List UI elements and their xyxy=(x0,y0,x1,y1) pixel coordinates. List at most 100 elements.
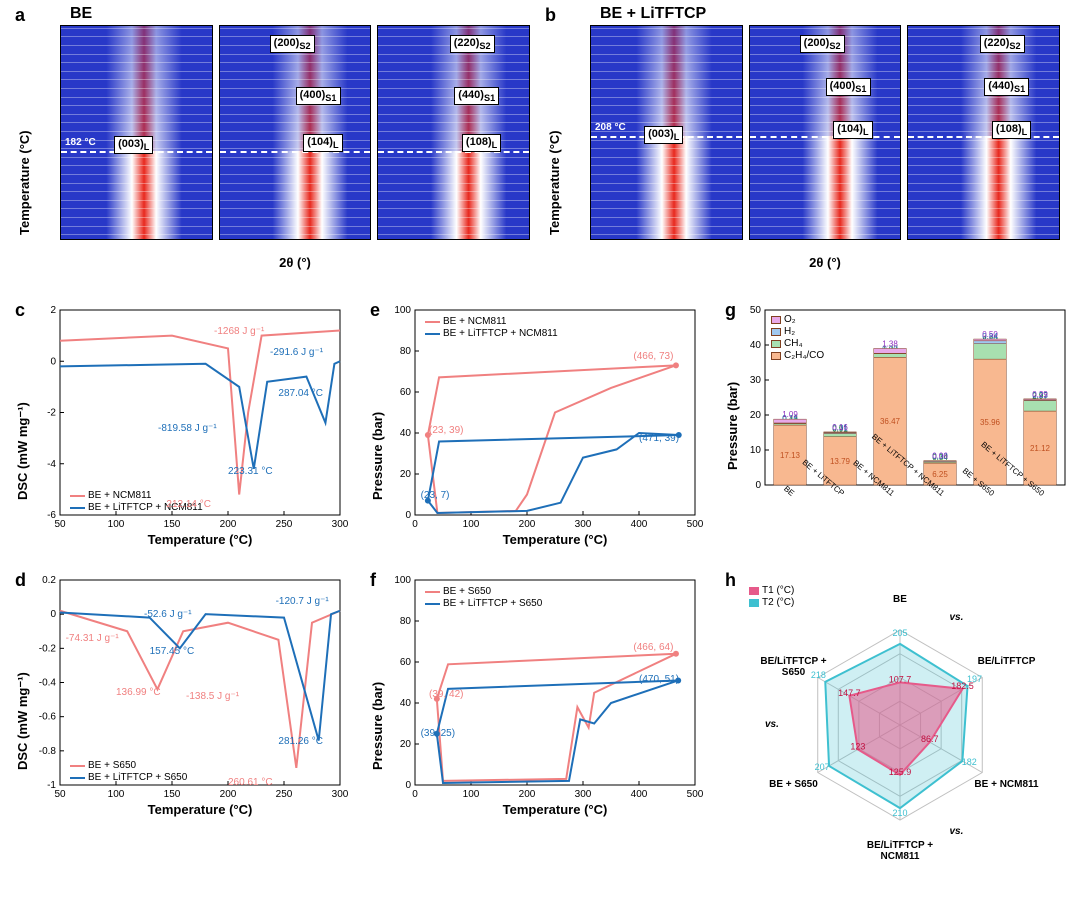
svg-text:40: 40 xyxy=(400,428,412,439)
transition-temp-label: 208 °C xyxy=(595,122,626,133)
panel-c: c 50100150200250300-6-4-202BE + NCM811BE… xyxy=(15,300,355,555)
panel-a-xtitle: 2θ (°) xyxy=(60,255,530,270)
peak-label: (400)S1 xyxy=(296,87,341,105)
svg-text:147.7: 147.7 xyxy=(838,688,861,698)
panel-a-label: a xyxy=(15,5,25,26)
legend: T1 (°C)T2 (°C) xyxy=(749,585,794,609)
svg-text:21.12: 21.12 xyxy=(1030,444,1051,453)
panel-c-ytitle: DSC (mW mg⁻¹) xyxy=(15,340,30,500)
svg-text:17.13: 17.13 xyxy=(780,451,801,460)
peak-label: (440)S1 xyxy=(984,78,1029,96)
svg-text:500: 500 xyxy=(687,519,704,530)
line-chart: 0100200300400500020406080100 xyxy=(415,310,695,515)
svg-text:-4: -4 xyxy=(47,459,56,470)
radar-axis-label: BE xyxy=(855,594,945,605)
svg-text:2: 2 xyxy=(50,305,56,316)
svg-text:150: 150 xyxy=(164,789,181,800)
panel-h: h 107.7182.586.7125.9123147.720519718221… xyxy=(725,570,1070,880)
svg-text:100: 100 xyxy=(394,305,411,316)
svg-text:0: 0 xyxy=(50,609,56,620)
svg-text:200: 200 xyxy=(220,789,237,800)
panel-d-ytitle: DSC (mW mg⁻¹) xyxy=(15,610,30,770)
svg-text:125.9: 125.9 xyxy=(889,767,912,777)
legend-label: BE + LiTFTCP + S650 xyxy=(88,772,187,783)
svg-text:50: 50 xyxy=(54,789,66,800)
panel-e-label: e xyxy=(370,300,380,321)
svg-text:0: 0 xyxy=(412,519,418,530)
panel-c-xtitle: Temperature (°C) xyxy=(60,532,340,547)
svg-text:250: 250 xyxy=(276,519,293,530)
panel-a: a BE Temperature (°C) (003)L1919.5205010… xyxy=(15,5,535,285)
chart-annotation: -1268 J g⁻¹ xyxy=(214,326,264,337)
transition-temp-label: 182 °C xyxy=(65,137,96,148)
panel-b: b BE + LiTFTCP Temperature (°C) (003)L19… xyxy=(545,5,1065,285)
svg-text:100: 100 xyxy=(463,519,480,530)
chart-annotation: -291.6 J g⁻¹ xyxy=(270,347,323,358)
svg-text:300: 300 xyxy=(332,789,349,800)
radar-vs-label: vs. xyxy=(950,826,964,837)
heatmap-subpanel: (200)S2(400)S1(104)L424446 xyxy=(219,25,372,240)
svg-text:210: 210 xyxy=(892,808,907,818)
svg-text:13.79: 13.79 xyxy=(830,457,851,466)
heatmap-subpanel: (200)S2(400)S1(104)L424446 xyxy=(749,25,902,240)
radar-axis-label: BE + S650 xyxy=(748,779,838,790)
chart-annotation: (23, 7) xyxy=(421,490,450,501)
chart-annotation: -52.6 J g⁻¹ xyxy=(144,609,192,620)
chart-annotation: 157.45 °C xyxy=(150,646,195,657)
svg-text:-1: -1 xyxy=(47,780,56,791)
panel-f: f 0100200300400500020406080100BE + S650B… xyxy=(370,570,710,825)
radar-vs-label: vs. xyxy=(765,719,779,730)
legend: BE + S650BE + LiTFTCP + S650 xyxy=(70,760,187,784)
panel-f-label: f xyxy=(370,570,376,591)
svg-text:20: 20 xyxy=(400,469,412,480)
svg-text:0: 0 xyxy=(405,510,411,521)
panel-h-label: h xyxy=(725,570,736,591)
chart-annotation: -819.58 J g⁻¹ xyxy=(158,423,217,434)
svg-text:60: 60 xyxy=(400,387,412,398)
legend-label: BE + NCM811 xyxy=(88,490,151,501)
panel-a-ytitle: Temperature (°C) xyxy=(17,55,32,235)
chart-annotation: (39, 25) xyxy=(421,728,455,739)
svg-text:86.7: 86.7 xyxy=(921,734,939,744)
bar-category: BE xyxy=(782,484,796,498)
legend-label: H₂ xyxy=(784,326,795,337)
panel-b-label: b xyxy=(545,5,556,26)
chart-annotation: (39, 42) xyxy=(429,689,463,700)
radar-axis-label: BE/LiTFTCP + S650 xyxy=(748,656,838,678)
peak-label: (440)S1 xyxy=(454,87,499,105)
peak-label: (108)L xyxy=(992,121,1031,139)
svg-text:6.25: 6.25 xyxy=(932,470,948,479)
svg-text:-2: -2 xyxy=(47,408,56,419)
svg-text:50: 50 xyxy=(750,305,762,316)
svg-text:60: 60 xyxy=(400,657,412,668)
panel-d-label: d xyxy=(15,570,26,591)
svg-text:200: 200 xyxy=(519,789,536,800)
chart-annotation: 136.99 °C xyxy=(116,687,161,698)
svg-text:0.50: 0.50 xyxy=(982,330,998,339)
svg-text:35.96: 35.96 xyxy=(980,418,1001,427)
peak-label: (104)L xyxy=(303,134,342,152)
svg-text:-0.8: -0.8 xyxy=(39,746,57,757)
legend-label: BE + LiTFTCP + S650 xyxy=(443,598,542,609)
svg-text:50: 50 xyxy=(54,519,66,530)
chart-annotation: (466, 73) xyxy=(633,351,673,362)
svg-text:207: 207 xyxy=(815,762,830,772)
svg-text:100: 100 xyxy=(108,789,125,800)
legend-label: BE + S650 xyxy=(443,586,491,597)
legend: O₂H₂CH₄C₂H₄/CO xyxy=(771,314,824,362)
panel-b-title: BE + LiTFTCP xyxy=(600,5,706,23)
peak-label: (400)S1 xyxy=(826,78,871,96)
svg-text:107.7: 107.7 xyxy=(889,674,912,684)
peak-label: (003)L xyxy=(114,136,153,154)
svg-text:-0.2: -0.2 xyxy=(39,643,57,654)
chart-annotation: 260.61 °C xyxy=(228,777,273,788)
svg-text:1.38: 1.38 xyxy=(882,339,898,348)
legend-label: BE + NCM811 xyxy=(443,316,506,327)
svg-text:0.06: 0.06 xyxy=(932,452,948,461)
chart-annotation: (466, 64) xyxy=(633,642,673,653)
svg-text:100: 100 xyxy=(394,575,411,586)
heatmap-subpanel: (003)L1919.52050100150200250300350400208… xyxy=(590,25,743,240)
panel-f-ytitle: Pressure (bar) xyxy=(370,610,385,770)
legend-label: BE + LiTFTCP + NCM811 xyxy=(443,328,558,339)
radar-chart: 107.7182.586.7125.9123147.72051971822102… xyxy=(745,585,1055,875)
